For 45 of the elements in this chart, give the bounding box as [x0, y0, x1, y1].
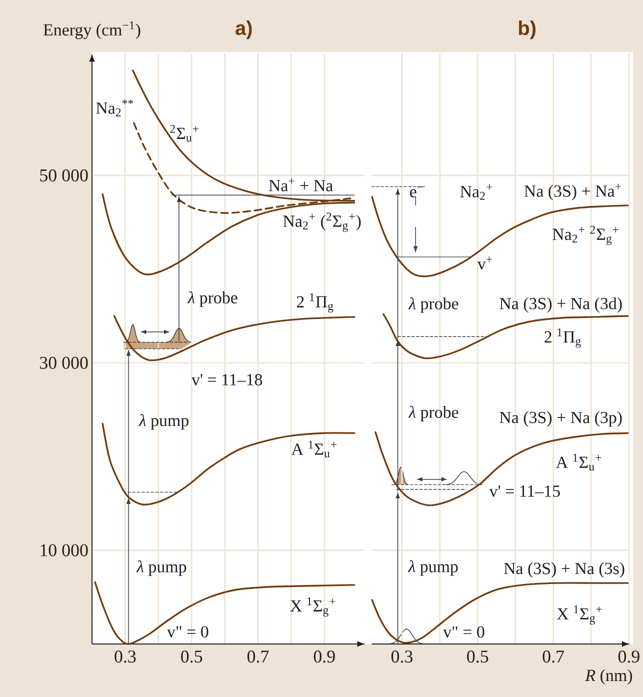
annotation: λ pump: [138, 414, 188, 430]
x-tick-label: 0.5: [181, 650, 202, 663]
annotation: v$^{+}$: [477, 256, 492, 270]
annotation: λ probe: [408, 406, 458, 422]
chart-title: b): [518, 20, 536, 40]
chart-title: a): [236, 20, 252, 40]
text: Na$_{2}$$^{+}$ ($^{2}$Σ$_{g}$$^{+}$): [283, 212, 361, 232]
series-label: A $^{1}$Σ$_{u}$+: [291, 440, 337, 458]
series-label: $^{2}$Σ$_{u}$+: [170, 124, 198, 142]
annotation: v' = 11–18: [191, 374, 262, 386]
x-tick-label: 0.7: [542, 650, 564, 663]
series-label: 2 $^{1}$Π$_{g}$: [544, 328, 581, 348]
annotation: Na (3S) + Na (3d): [500, 297, 622, 313]
annotation: λ pump: [136, 560, 186, 576]
annotation: v' = 11–15: [489, 486, 560, 497]
y-tick-label: 10 000: [40, 544, 88, 556]
line-series: [94, 581, 356, 645]
series-label: X $^{1}$Σ$_{g}$+: [290, 597, 336, 617]
annotation: Na (3S) + Na (3s): [504, 562, 624, 578]
y-tick-label: 30 000: [40, 356, 88, 369]
series-label: Na$_{2}$$^{+ 2}$Σ$_{g}$+: [552, 226, 618, 246]
line-series: [113, 315, 356, 362]
y-axis-title: Energy (cm$^{−1}$): [44, 21, 140, 40]
annotation: Na (3S) + Na$^{+}$: [524, 184, 621, 200]
y-tick-label: 50 000: [40, 169, 88, 182]
x-tick-label: 0.3: [391, 650, 412, 663]
x-tick-label: 0.9: [314, 650, 335, 663]
annotation: v" = 0: [443, 626, 484, 638]
annotation: Na$^{+}$ + Na: [268, 178, 333, 192]
series-label: A $^{1}$Σ$_{u}$+: [556, 454, 602, 471]
annotation: Na (3S) + Na (3p): [500, 411, 622, 427]
series-label: Na$_{2}$**: [96, 100, 134, 116]
annotation: Na$_{2}$+: [460, 184, 492, 200]
x-tick-label: 0.9: [618, 650, 640, 663]
x-tick-label: 0.7: [247, 650, 269, 663]
series-label: X $^{1}$Σ$_{g}$+: [556, 605, 602, 625]
series-label: 2 $^{1}$Π$_{g}$: [296, 293, 334, 312]
x-tick-label: 0.5: [467, 650, 488, 663]
x-tick-label: 0.3: [114, 650, 136, 663]
annotation: λ probe: [408, 297, 458, 313]
annotation: e$^{−}$: [410, 186, 423, 198]
annotation: v" = 0: [167, 626, 208, 638]
x-axis-title: R (nm): [585, 669, 632, 685]
annotation: λ pump: [408, 560, 458, 576]
annotation: λ probe: [187, 291, 238, 307]
